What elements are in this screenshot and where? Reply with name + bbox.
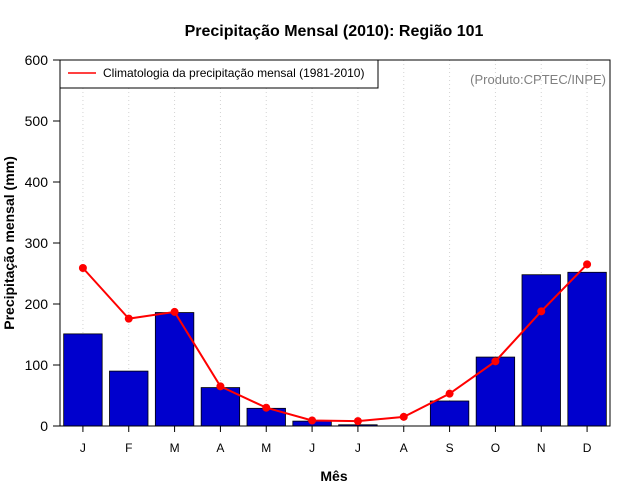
- legend: Climatologia da precipitação mensal (198…: [59, 59, 379, 89]
- climatology-point: [78, 264, 87, 273]
- y-tick-label: 400: [25, 174, 49, 190]
- climatology-line: [78, 260, 592, 426]
- y-tick-label: 100: [25, 357, 49, 373]
- climatology-point: [216, 382, 225, 391]
- climatology-point: [353, 417, 362, 426]
- y-axis: 0 100 200 300 400 500 600: [25, 52, 60, 434]
- bar: [109, 370, 149, 427]
- bar: [63, 333, 103, 427]
- x-axis-title: Mês: [320, 468, 347, 484]
- grid-lines: [82, 60, 588, 426]
- x-tick-label: J: [309, 441, 315, 455]
- x-tick-label: D: [583, 441, 592, 455]
- x-tick-label: S: [446, 441, 454, 455]
- climatology-point: [491, 357, 500, 366]
- legend-box: [59, 59, 379, 89]
- x-tick-label: M: [170, 441, 180, 455]
- legend-label: Climatologia da precipitação mensal (198…: [103, 66, 364, 80]
- chart-title: Precipitação Mensal (2010): Região 101: [185, 23, 484, 40]
- y-tick-label: 200: [25, 296, 49, 312]
- bar: [154, 312, 195, 427]
- x-tick-label: M: [261, 441, 271, 455]
- climatology-point: [399, 412, 408, 421]
- bar: [567, 271, 607, 427]
- y-tick-label: 500: [25, 113, 49, 129]
- climatology-point: [124, 314, 133, 323]
- x-tick-label: F: [125, 441, 132, 455]
- bars: [63, 271, 607, 427]
- climatology-point: [308, 416, 317, 425]
- source-annotation: (Produto:CPTEC/INPE): [470, 72, 606, 87]
- climatology-point: [445, 389, 454, 398]
- bar: [200, 387, 241, 427]
- bar: [475, 356, 516, 427]
- climatology-point: [537, 307, 546, 316]
- climatology-point: [583, 260, 592, 269]
- x-tick-label: O: [491, 441, 500, 455]
- x-tick-label: A: [216, 441, 224, 455]
- y-tick-label: 300: [25, 235, 49, 251]
- climatology-point: [262, 403, 271, 412]
- y-axis-title: Precipitação mensal (mm): [1, 156, 17, 330]
- climatology-polyline: [82, 263, 588, 423]
- x-tick-label: A: [400, 441, 408, 455]
- climatology-point: [170, 307, 179, 316]
- x-tick-label: N: [537, 441, 546, 455]
- y-tick-label: 600: [25, 52, 49, 68]
- x-tick-label: J: [355, 441, 361, 455]
- x-tick-label: J: [80, 441, 86, 455]
- bar: [429, 400, 470, 427]
- y-tick-label: 0: [40, 418, 48, 434]
